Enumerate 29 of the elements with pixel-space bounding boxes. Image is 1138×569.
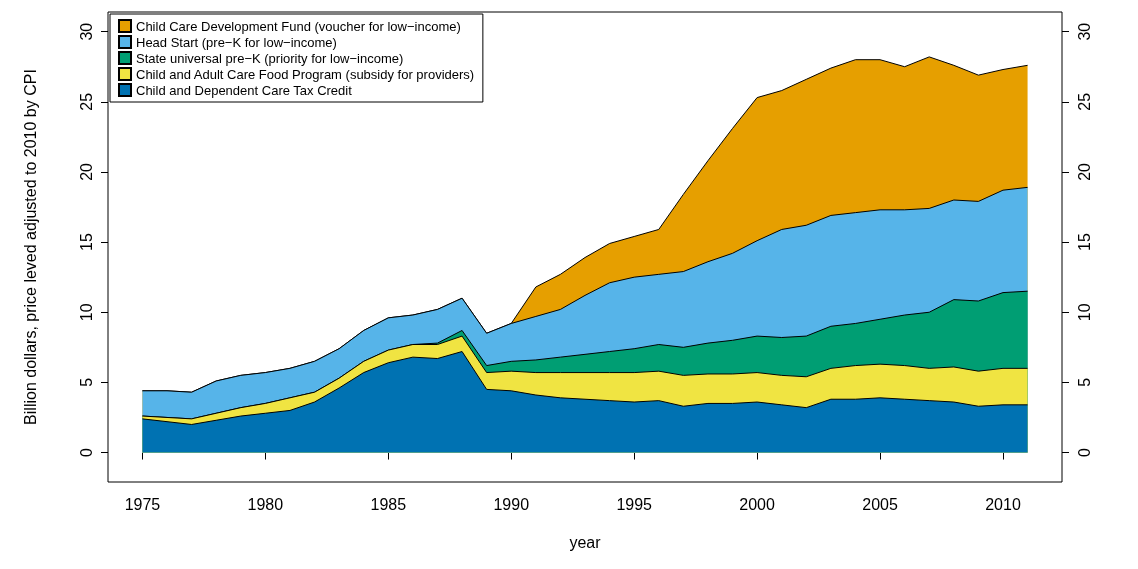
legend-label: Child and Dependent Care Tax Credit (136, 82, 353, 98)
legend-label: Child Care Development Fund (voucher for low−income) (136, 18, 461, 34)
x-tick-label: 1980 (247, 495, 284, 513)
legend-label: State universal pre−K (priority for low−income) (136, 50, 404, 66)
y-tick-label: 0 (77, 447, 95, 457)
y2-tick-label: 25 (1075, 92, 1093, 111)
x-tick-label: 2010 (985, 495, 1021, 513)
y-axis-title: Billion dollars, price leved adjusted to 2010 by CPI (21, 69, 39, 425)
y-tick-label: 10 (77, 303, 95, 322)
x-tick-label: 1990 (493, 495, 530, 513)
x-tick-label: 1985 (370, 495, 407, 513)
x-tick-label: 1995 (616, 495, 653, 513)
y-tick-label: 5 (77, 377, 95, 387)
x-tick-label: 2005 (862, 495, 898, 513)
y2-tick-label: 10 (1075, 303, 1093, 322)
y2-tick-label: 5 (1075, 377, 1093, 387)
y2-tick-label: 20 (1075, 162, 1093, 181)
x-tick-label: 2000 (739, 495, 776, 513)
y2-tick-label: 30 (1075, 22, 1093, 41)
x-axis-title: year (569, 533, 602, 551)
x-tick-label: 1975 (124, 495, 161, 513)
y2-tick-label: 0 (1075, 447, 1093, 457)
y-tick-label: 15 (77, 233, 95, 251)
legend-label: Head Start (pre−K for low−income) (136, 34, 337, 50)
y-tick-label: 30 (77, 22, 95, 41)
y-tick-label: 25 (77, 92, 95, 111)
y2-tick-label: 15 (1075, 233, 1093, 251)
y-tick-label: 20 (77, 162, 95, 181)
legend-label: Child and Adult Care Food Program (subsidy for providers) (136, 66, 475, 82)
